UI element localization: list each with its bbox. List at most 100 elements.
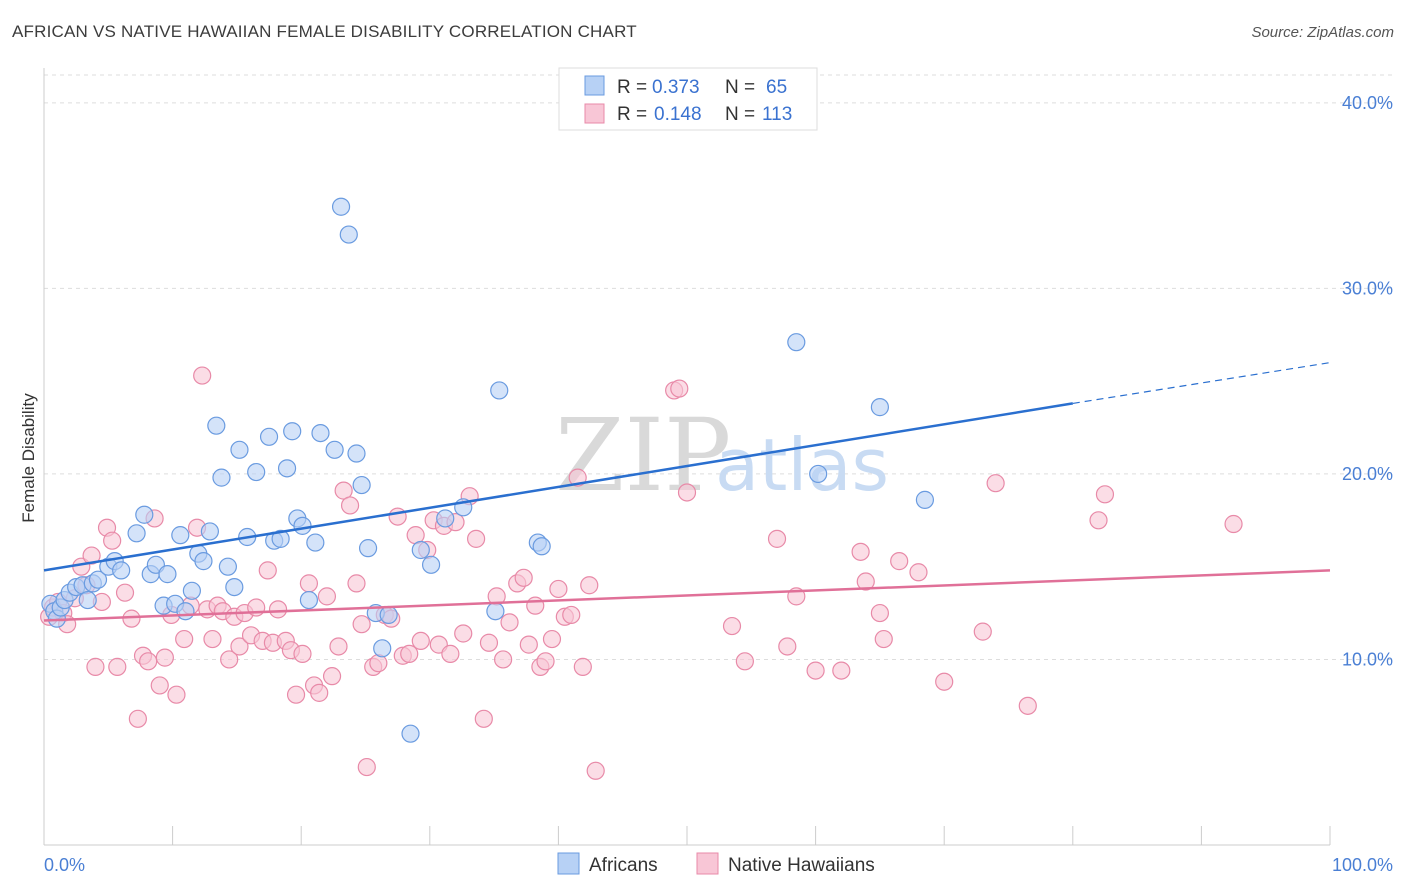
africans-point-24	[182, 581, 201, 600]
legend-n-label-2: N =	[725, 104, 755, 125]
hawaiians-point-30	[203, 629, 222, 649]
africans-point-35	[259, 427, 279, 446]
hawaiians-point-57	[357, 757, 376, 777]
source-credit: Source: ZipAtlas.com	[1251, 24, 1394, 41]
series-africans-points	[41, 197, 935, 743]
hawaiians-point-86	[536, 652, 555, 671]
axes	[43, 68, 1331, 846]
africans-point-31	[225, 577, 244, 597]
africans-point-62	[532, 537, 551, 556]
africans-point-42	[299, 590, 319, 610]
africans-point-56	[421, 555, 441, 574]
africans-point-66	[915, 490, 935, 509]
hawaiians-point-52	[329, 637, 348, 656]
hawaiians-point-114	[1018, 696, 1037, 715]
hawaiians-point-104	[832, 661, 851, 680]
africans-point-34	[247, 462, 266, 482]
africans-point-38	[277, 459, 297, 478]
grid-lines	[44, 74, 1392, 660]
africans-point-64	[809, 464, 828, 484]
africans-point-65	[870, 398, 890, 417]
hawaiians-point-59	[369, 654, 388, 673]
hawaiians-point-51	[322, 667, 342, 686]
x-tick-label-end: 100.0%	[1332, 855, 1393, 875]
hawaiians-point-66	[411, 631, 430, 651]
hawaiians-point-90	[562, 605, 581, 625]
hawaiians-point-83	[519, 635, 538, 654]
legend-bottom-africans: Africans	[589, 855, 658, 876]
y-tick-label-2: 20.0%	[1342, 464, 1393, 484]
hawaiians-trend-line	[43, 569, 1331, 622]
hawaiians-point-77	[479, 633, 499, 652]
legend-r-value-1: 0.373	[652, 77, 700, 98]
hawaiians-point-116	[1095, 485, 1115, 504]
africans-point-44	[311, 423, 330, 443]
africans-point-37	[271, 529, 290, 548]
watermark-zip: ZIP	[555, 397, 731, 514]
hawaiians-point-54	[340, 496, 360, 515]
legend-n-value-1: 65	[766, 77, 787, 98]
africans-point-55	[411, 540, 430, 560]
hawaiians-point-16	[122, 609, 141, 628]
africans-point-32	[230, 440, 249, 459]
africans-point-22	[171, 526, 190, 545]
africans-point-11	[88, 570, 108, 589]
hawaiians-point-94	[586, 761, 605, 780]
hawaiians-point-9	[82, 546, 101, 565]
hawaiians-point-45	[286, 685, 306, 704]
hawaiians-point-87	[542, 629, 562, 649]
africans-point-54	[401, 724, 420, 743]
hawaiians-point-101	[778, 637, 797, 656]
hawaiians-point-75	[466, 529, 486, 548]
africans-point-63	[787, 333, 806, 352]
hawaiians-point-15	[115, 583, 135, 602]
hawaiians-point-113	[986, 474, 1005, 493]
africans-point-60	[490, 381, 509, 400]
trend-lines	[43, 361, 1331, 622]
hawaiians-point-105	[851, 542, 870, 561]
africans-trend-extension	[1072, 361, 1331, 405]
africans-point-14	[112, 561, 131, 580]
hawaiians-point-93	[580, 576, 599, 595]
hawaiians-point-22	[155, 648, 174, 667]
hawaiians-point-50	[317, 587, 337, 606]
hawaiians-point-71	[441, 644, 460, 663]
hawaiians-point-17	[128, 709, 147, 728]
hawaiians-point-103	[806, 661, 825, 680]
hawaiians-point-97	[677, 483, 697, 502]
legend-bottom: Africans Native Hawaiians	[557, 852, 875, 876]
hawaiians-point-42	[268, 600, 288, 619]
africans-point-30	[218, 557, 237, 576]
hawaiians-point-115	[1089, 511, 1108, 530]
africans-point-43	[306, 533, 325, 552]
africans-point-48	[347, 444, 366, 463]
hawaiians-point-55	[347, 574, 366, 593]
hawaiians-point-92	[573, 657, 592, 676]
legend-bottom-swatch-africans	[557, 852, 580, 875]
hawaiians-point-79	[494, 650, 513, 669]
hawaiians-point-109	[890, 552, 909, 571]
hawaiians-point-96	[670, 379, 689, 398]
africans-point-47	[339, 225, 358, 244]
africans-point-59	[486, 602, 505, 621]
legend-n-label-1: N =	[725, 77, 755, 98]
watermark-atlas: atlas	[715, 423, 889, 507]
hawaiians-point-110	[909, 563, 928, 582]
hawaiians-point-40	[258, 561, 277, 580]
hawaiians-point-82	[514, 568, 533, 587]
legend-r-value-2: 0.148	[654, 104, 702, 125]
hawaiians-point-99	[735, 652, 754, 671]
hawaiians-point-25	[175, 629, 194, 649]
africans-point-28	[207, 416, 226, 435]
y-tick-labels: 10.0% 20.0% 30.0% 40.0%	[1342, 93, 1393, 670]
africans-point-20	[158, 565, 177, 584]
africans-point-53	[379, 605, 398, 625]
africans-trend-line	[43, 402, 1074, 572]
africans-point-41	[293, 516, 312, 535]
y-tick-label-3: 30.0%	[1342, 278, 1393, 298]
hawaiians-point-111	[935, 672, 954, 691]
y-tick-label-4: 40.0%	[1342, 93, 1393, 113]
hawaiians-point-13	[103, 531, 122, 550]
hawaiians-point-28	[193, 366, 212, 385]
